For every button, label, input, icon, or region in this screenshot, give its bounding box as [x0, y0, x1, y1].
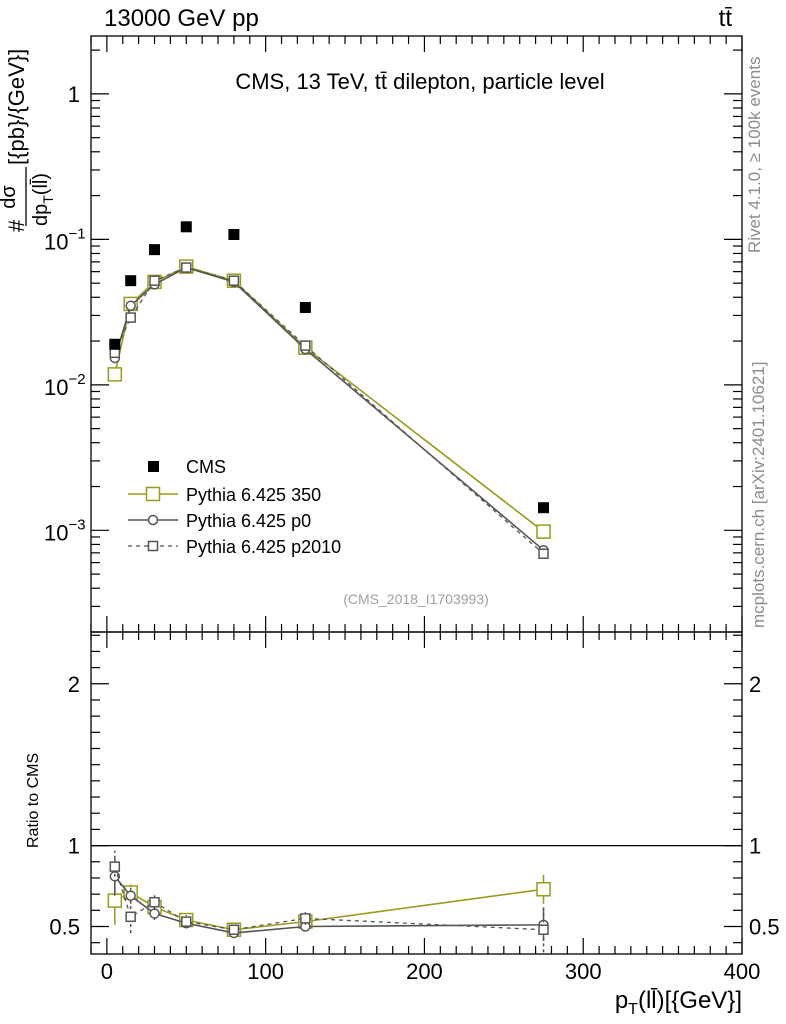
rivet-label: Rivet 4.1.0, ≥ 100k events — [745, 57, 764, 253]
legend-marker-pythia-p2010 — [128, 540, 178, 552]
ratio-point-pythia-6-425-p2010 — [109, 861, 121, 872]
ratio-frame — [90, 631, 743, 955]
legend-symbol — [145, 486, 161, 502]
legend: CMS Pythia 6.425 350 Pythia 6.425 p0 Pyt… — [128, 457, 341, 557]
ratio-y-tick-label-left: 1 — [68, 834, 80, 859]
line-pythia-6-425-350 — [114, 265, 545, 533]
point-cms-data — [299, 302, 311, 314]
ratio-point-pythia-6-425-350 — [107, 893, 123, 908]
line-pythia-6-425-p2010 — [114, 266, 544, 555]
ratio-point-pythia-6-425-p2010 — [228, 924, 240, 935]
x-tick-label: 200 — [406, 959, 443, 984]
chart-title: CMS, 13 TeV, tt̄ dilepton, particle leve… — [235, 69, 604, 94]
y-tick-label: 10−2 — [44, 371, 86, 400]
point-pythia-6-425-p2010 — [181, 262, 192, 273]
legend-label-pythia-p2010: Pythia 6.425 p2010 — [186, 537, 341, 557]
ratio-point-pythia-6-425-p2010 — [300, 913, 311, 924]
legend-label-pythia-350: Pythia 6.425 350 — [186, 485, 321, 505]
ratio-y-tick-label-left: 0.5 — [49, 914, 80, 939]
point-cms-data — [228, 229, 240, 241]
ratio-y-tick-label-left: 2 — [68, 672, 80, 697]
point-cms-data — [149, 244, 161, 256]
ratio-y-tick-label-right: 0.5 — [749, 914, 780, 939]
x-tick-label: 400 — [724, 959, 761, 984]
ratio-point-pythia-6-425-p0 — [125, 890, 136, 901]
legend-marker-pythia-350 — [128, 486, 178, 502]
point-cms-data — [538, 502, 550, 514]
x-tick-label: 100 — [247, 959, 284, 984]
energy-label: 13000 GeV pp — [104, 5, 259, 32]
x-tick-label: 300 — [565, 959, 602, 984]
point-pythia-6-425-350 — [107, 367, 123, 382]
axis-ticks — [90, 36, 743, 954]
main-y-axis-label: # dσ dpT(ll̄) [{pb}/{GeV}] — [0, 49, 56, 232]
y-label-hash: # — [4, 219, 29, 232]
ratio-series — [107, 850, 551, 953]
point-cms-data — [125, 275, 137, 287]
ratio-y-tick-label-right: 2 — [749, 672, 761, 697]
x-axis-label: pT(ll̄)[{GeV}] — [615, 987, 742, 1018]
point-pythia-6-425-p2010 — [149, 275, 160, 286]
point-pythia-6-425-p2010 — [125, 312, 136, 323]
legend-label-cms: CMS — [186, 457, 226, 477]
ratio-y-tick-label-right: 1 — [749, 834, 761, 859]
point-pythia-6-425-p2010 — [300, 340, 311, 351]
ratio-point-pythia-6-425-350 — [536, 882, 551, 897]
point-pythia-6-425-350 — [536, 524, 551, 539]
line-pythia-6-425-p0 — [114, 266, 545, 551]
legend-marker-pythia-p0 — [128, 514, 178, 526]
ratio-point-pythia-6-425-p2010 — [149, 896, 160, 908]
point-pythia-6-425-p2010 — [228, 275, 240, 286]
process-label: tt̄ — [719, 5, 733, 32]
analysis-watermark: (CMS_2018_I1703993) — [343, 591, 489, 607]
ratio-point-pythia-6-425-p2010 — [181, 916, 192, 927]
mcplots-label: mcplots.cern.ch [arXiv:2401.10621] — [749, 362, 768, 628]
y-tick-label: 10−1 — [44, 225, 86, 254]
legend-symbol — [147, 514, 159, 526]
legend-symbol — [147, 540, 159, 552]
y-tick-label: 1 — [68, 82, 80, 107]
point-pythia-6-425-p2010 — [538, 548, 549, 560]
legend-marker-cms — [148, 461, 159, 472]
ratio-point-pythia-6-425-p2010 — [125, 911, 136, 923]
ratio-point-pythia-6-425-p0 — [149, 908, 160, 919]
axis-tick-labels: 0 100 200 300 400 1 10−1 10−2 10−3 0.5 0.5 1 1 2 2 — [44, 82, 780, 984]
point-pythia-6-425-p0 — [125, 300, 136, 311]
ratio-y-axis-label: Ratio to CMS — [25, 753, 42, 848]
main-series — [107, 221, 551, 560]
ratio-point-pythia-6-425-p2010 — [538, 924, 549, 935]
point-cms-data — [109, 338, 121, 350]
x-tick-label: 0 — [101, 959, 113, 984]
y-label-denominator: dpT(ll̄) — [29, 173, 56, 226]
y-label-numerator: dσ — [0, 185, 20, 209]
y-tick-label: 10−3 — [44, 516, 86, 545]
point-cms-data — [180, 221, 192, 233]
y-label-unit: [{pb}/{GeV}] — [4, 49, 29, 165]
legend-label-pythia-p0: Pythia 6.425 p0 — [186, 511, 311, 531]
